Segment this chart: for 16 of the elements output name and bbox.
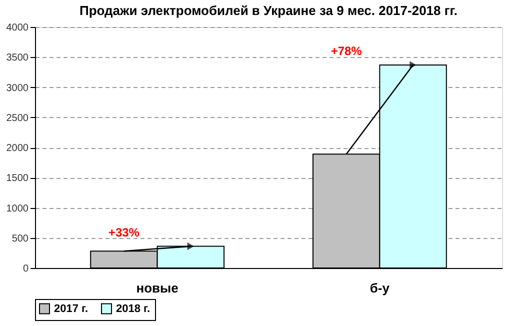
y-tick-label: 500: [12, 233, 29, 244]
annotation: +33%: [108, 225, 140, 240]
legend-label: 2017 г.: [54, 302, 88, 315]
x-tick-label: новые: [136, 280, 178, 296]
y-tick-label: 0: [22, 264, 29, 274]
y-tick-label: 4000: [6, 22, 29, 34]
x-tick-label: б-у: [370, 280, 390, 296]
y-tick-label: 2000: [6, 143, 29, 154]
y-tick-label: 1000: [6, 203, 29, 214]
chart-title: Продажи электромобилей в Украине за 9 мес. 2017-2018 гг.: [79, 3, 458, 18]
y-tick-label: 3500: [6, 52, 29, 64]
y-tick-label: 3000: [6, 82, 29, 94]
annotation: +78%: [330, 44, 362, 58]
y-tick-label: 2500: [6, 112, 29, 124]
y-tick-label: 1500: [6, 173, 29, 184]
legend-label: 2018 г.: [116, 302, 150, 315]
